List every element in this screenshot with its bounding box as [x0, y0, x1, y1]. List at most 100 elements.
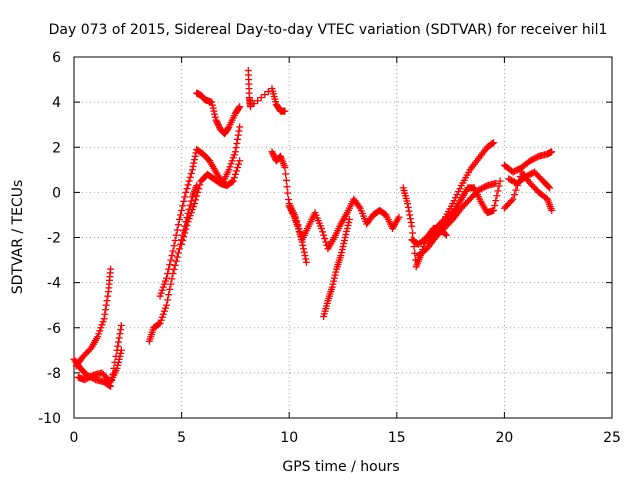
- data-point: [338, 246, 346, 254]
- x-tick-label: 10: [280, 430, 298, 446]
- data-point: [185, 215, 193, 223]
- data-point: [180, 197, 188, 205]
- data-point: [270, 152, 278, 160]
- data-point: [101, 310, 109, 318]
- data-point: [174, 249, 182, 257]
- data-point: [114, 358, 122, 366]
- data-point: [191, 156, 199, 164]
- data-point: [158, 286, 166, 294]
- data-point: [188, 166, 196, 174]
- data-point: [116, 330, 124, 338]
- x-tick-label: 20: [495, 430, 513, 446]
- data-point: [175, 215, 183, 223]
- data-point: [281, 107, 289, 115]
- data-point: [231, 148, 239, 156]
- data-point: [173, 253, 181, 261]
- data-point: [492, 197, 500, 205]
- data-point: [235, 160, 243, 168]
- data-point: [228, 178, 236, 186]
- data-point: [406, 211, 414, 219]
- data-point: [234, 164, 242, 172]
- data-point: [226, 163, 234, 171]
- data-point: [113, 364, 121, 372]
- data-point: [165, 265, 173, 273]
- x-tick-label: 5: [177, 430, 186, 446]
- data-point: [321, 235, 329, 243]
- data-point: [95, 330, 103, 338]
- data-point: [191, 200, 199, 208]
- data-point: [213, 119, 221, 127]
- data-point: [155, 320, 163, 328]
- data-point: [215, 122, 223, 130]
- data-point: [299, 241, 307, 249]
- data-point: [179, 237, 187, 245]
- data-point: [160, 280, 168, 288]
- data-point: [171, 237, 179, 245]
- data-point: [195, 185, 203, 193]
- data-point: [405, 207, 413, 215]
- x-tick-label: 25: [603, 430, 621, 446]
- data-point: [490, 139, 498, 147]
- data-point: [508, 197, 516, 205]
- data-point: [449, 200, 457, 208]
- data-point: [211, 113, 219, 121]
- data-point: [208, 101, 216, 109]
- data-point: [160, 307, 168, 315]
- x-tick-label: 0: [70, 430, 79, 446]
- data-point: [230, 151, 238, 159]
- data-point: [546, 184, 554, 192]
- data-point: [163, 274, 171, 282]
- data-point: [404, 200, 412, 208]
- data-point: [97, 324, 105, 332]
- data-point: [159, 283, 167, 291]
- data-point: [161, 277, 169, 285]
- data-point: [339, 243, 347, 251]
- y-tick-label: 4: [52, 95, 61, 111]
- data-point: [100, 315, 108, 323]
- data-point: [454, 188, 462, 196]
- data-point: [344, 221, 352, 229]
- data-point: [284, 189, 292, 197]
- data-point: [165, 291, 173, 299]
- data-point: [250, 100, 258, 108]
- data-point: [158, 313, 166, 321]
- data-point: [182, 188, 190, 196]
- data-point: [233, 139, 241, 147]
- data-point: [99, 318, 107, 326]
- data-point: [193, 192, 201, 200]
- data-point: [332, 268, 340, 276]
- data-point: [257, 94, 265, 102]
- data-point: [491, 202, 499, 210]
- data-point: [441, 230, 449, 238]
- data-point: [548, 206, 556, 214]
- data-point: [512, 186, 520, 194]
- data-point: [156, 292, 164, 300]
- data-point: [284, 196, 292, 204]
- data-point: [282, 170, 290, 178]
- data-point: [183, 221, 191, 229]
- data-point: [185, 177, 193, 185]
- data-point: [411, 249, 419, 257]
- data-point: [189, 162, 197, 170]
- data-point: [493, 192, 501, 200]
- data-point: [179, 202, 187, 210]
- data-point: [191, 152, 199, 160]
- data-point: [236, 157, 244, 165]
- data-point: [282, 176, 290, 184]
- data-point: [330, 274, 338, 282]
- data-point: [156, 319, 164, 327]
- data-point: [173, 226, 181, 234]
- data-point: [214, 121, 222, 129]
- data-point: [94, 333, 102, 341]
- data-point: [230, 174, 238, 182]
- data-point: [114, 361, 122, 369]
- data-point: [171, 261, 179, 269]
- data-point: [301, 252, 309, 260]
- data-points: [70, 67, 556, 390]
- data-point: [186, 212, 194, 220]
- data-point: [104, 292, 112, 300]
- data-point: [509, 195, 517, 203]
- data-point: [183, 185, 191, 193]
- data-point: [490, 206, 498, 214]
